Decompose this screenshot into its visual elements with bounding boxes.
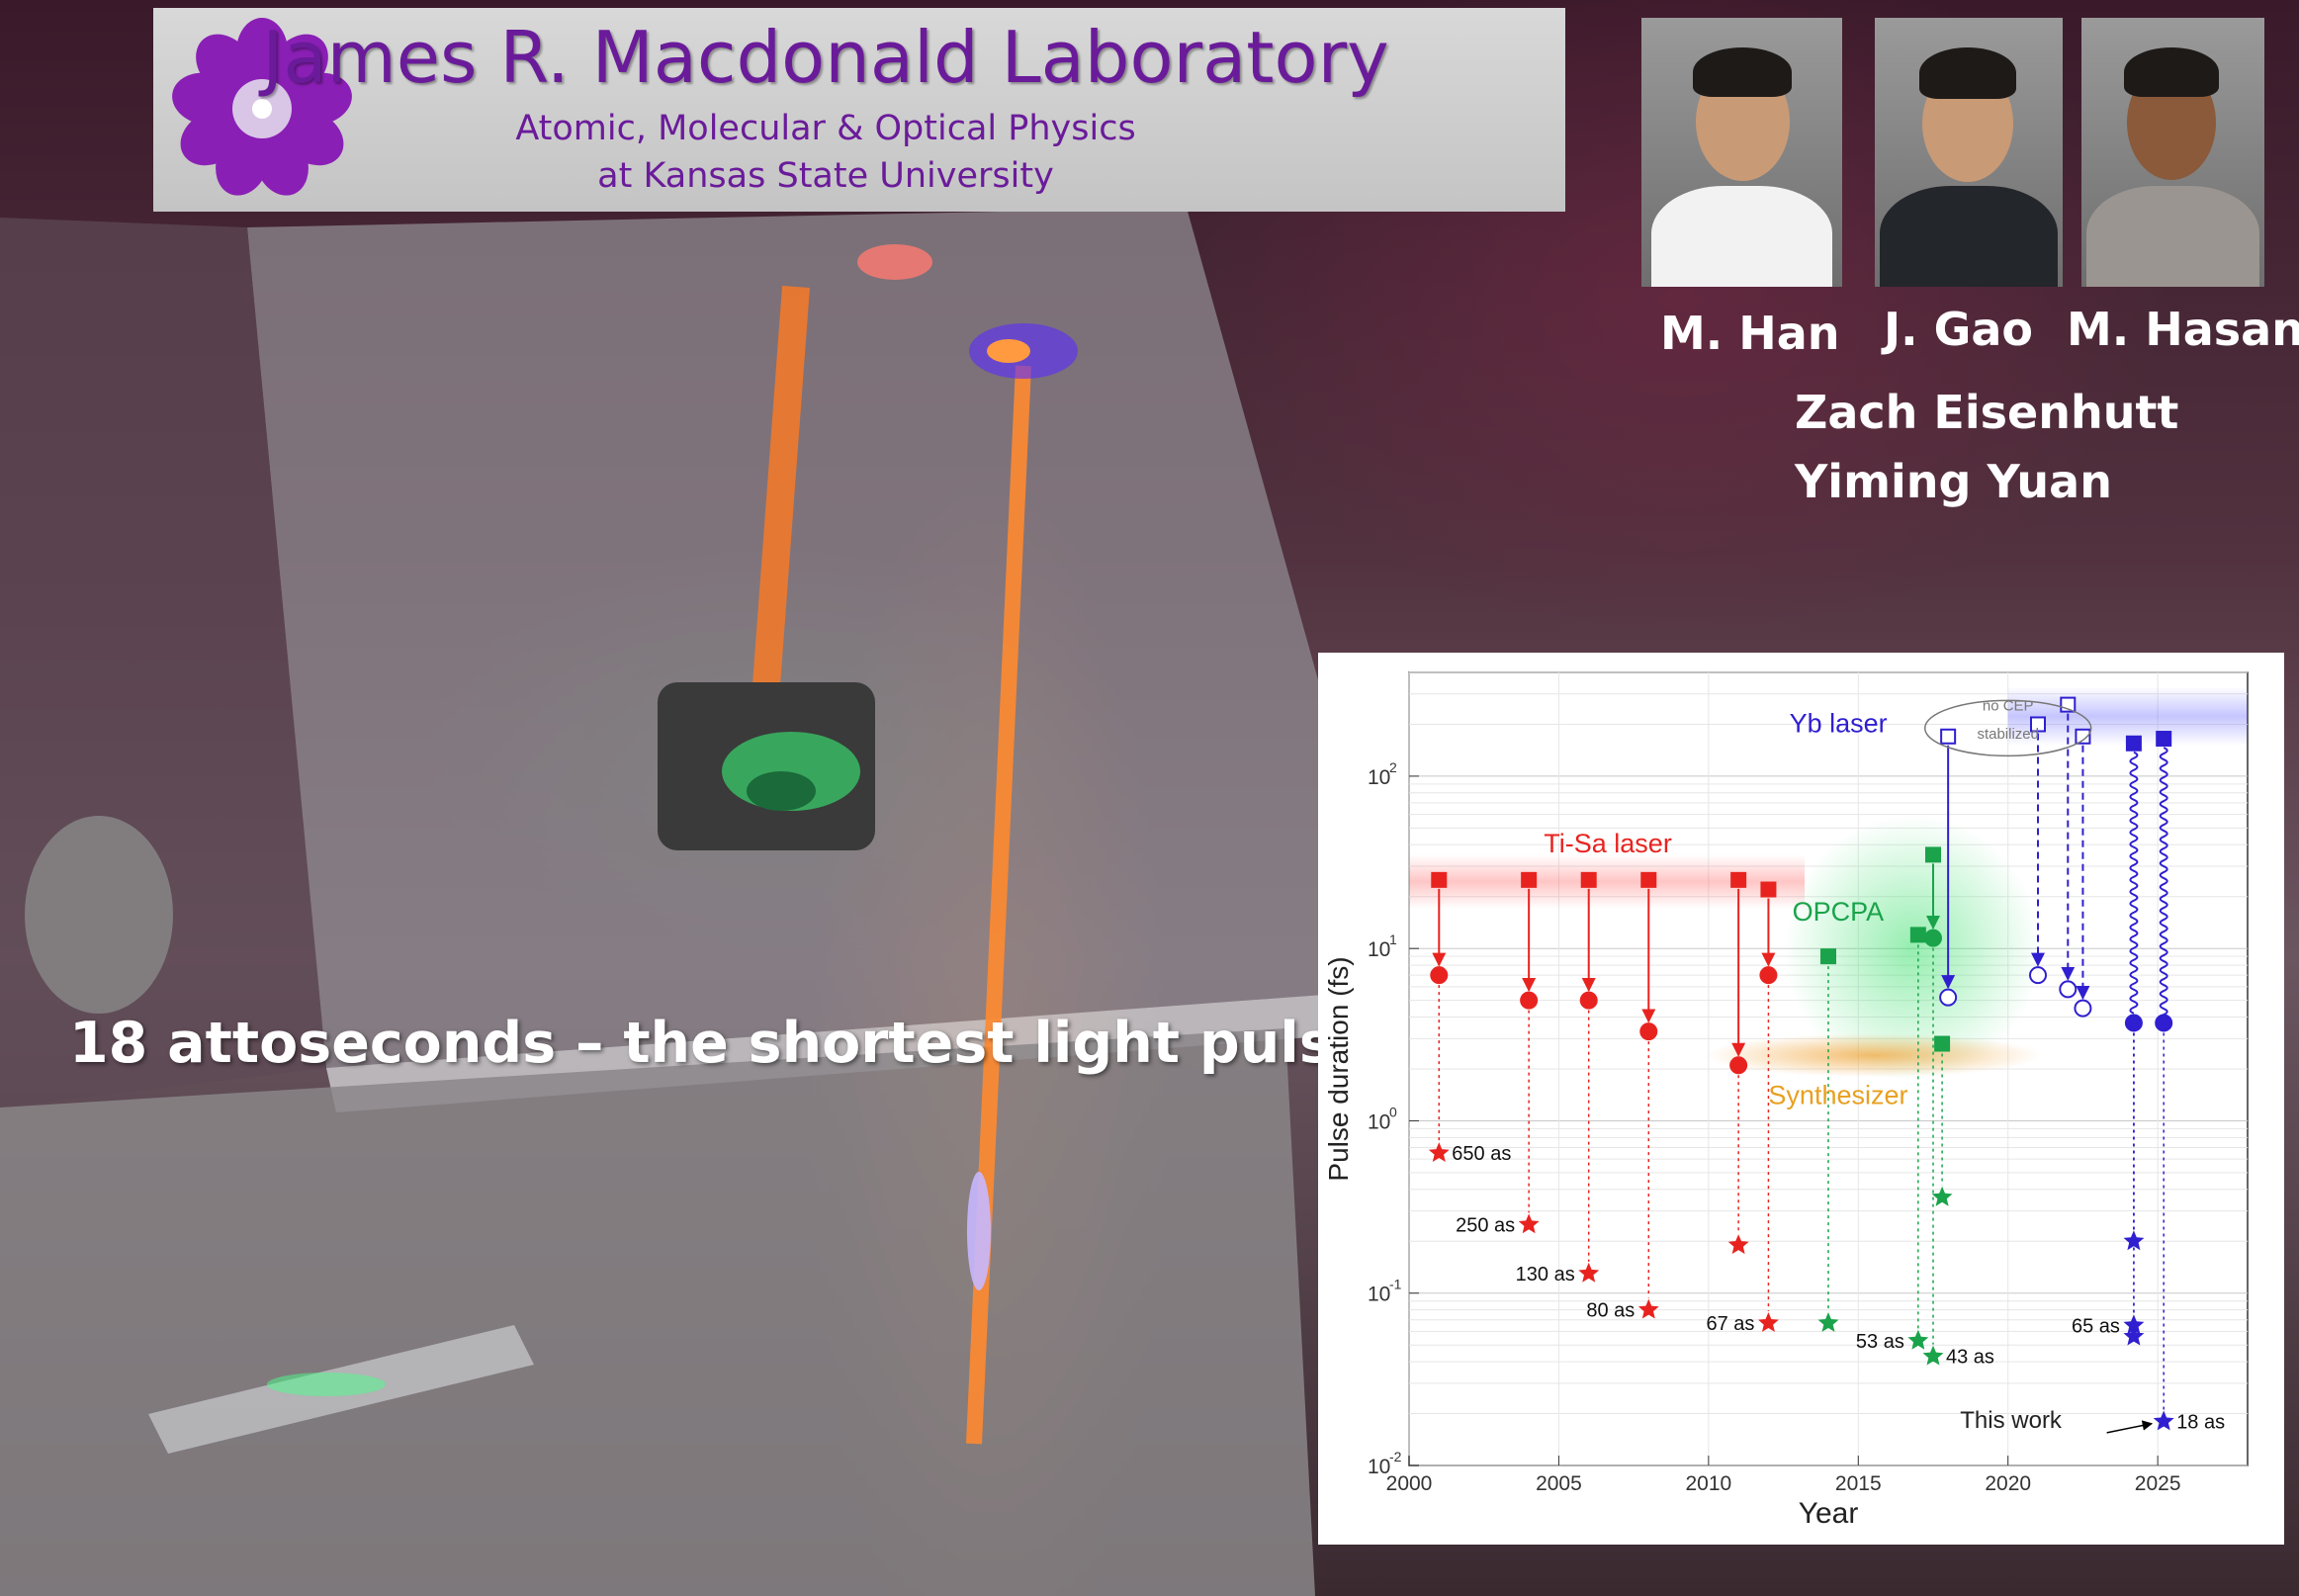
yb-compressed-point — [2059, 980, 2078, 999]
this-work-label: This work — [1960, 1407, 2063, 1434]
x-tick-label: 2005 — [1536, 1472, 1582, 1495]
pulse-duration-chart-panel: 2000 2005 2010 2015 2020 2025 10 -2 10 -1 10 0 10 1 10… — [1318, 653, 2284, 1545]
opcpa-glow — [1783, 815, 2041, 1083]
portrait-photo-2 — [1875, 18, 2063, 287]
ti_sa-compressed-point — [1729, 1056, 1748, 1075]
person-name-5: Yiming Yuan — [1795, 455, 2112, 508]
opcpa-attosecond-point — [1931, 1186, 1953, 1206]
ti_sa-compressed-point — [1430, 966, 1449, 985]
synthesizer-label: Synthesizer — [1768, 1081, 1907, 1110]
yb-wavy-arrow — [2159, 747, 2168, 1021]
ti_sa-attosecond-point — [1518, 1213, 1540, 1234]
ti_sa-attosecond-point — [1758, 1312, 1779, 1332]
y-tick-label: 10 — [1368, 766, 1390, 789]
opcpa-attosecond-point — [1907, 1329, 1929, 1350]
y-tick-label: 10 — [1368, 938, 1390, 961]
yb-attosecond-point — [2123, 1314, 2145, 1335]
yb-wavy-arrow — [2129, 751, 2139, 1015]
cep-note-line2: stabilized — [1977, 726, 2039, 743]
cep-note-line1: no CEP — [1983, 698, 2034, 715]
yb-compressed-point — [2029, 966, 2047, 985]
opcpa-driver-point — [1909, 927, 1926, 943]
opcpa-driver-point — [1925, 846, 1941, 863]
yb-compressed-point — [2155, 1014, 2173, 1032]
x-axis-label: Year — [1799, 1497, 1859, 1530]
lab-banner — [153, 8, 1565, 212]
portrait-photo-1 — [1641, 18, 1842, 287]
opcpa-driver-point — [1934, 1035, 1951, 1052]
y-tick-exponent: 0 — [1389, 1104, 1397, 1119]
yb-driver-point — [2075, 728, 2091, 745]
opcpa-label: OPCPA — [1793, 897, 1885, 927]
ti_sa-driver-point — [1640, 871, 1657, 888]
y-tick-label: 10 — [1368, 1284, 1390, 1306]
x-tick-label: 2000 — [1386, 1472, 1433, 1495]
headline: 18 attoseconds – the shortest light puls… — [69, 1011, 1397, 1076]
ti-sa-label: Ti-Sa laser — [1544, 829, 1672, 858]
ti_sa-attosecond-point — [1428, 1142, 1450, 1162]
portrait-photo-3 — [2081, 18, 2264, 287]
yb-attosecond-point — [2123, 1230, 2145, 1251]
x-tick-label: 2010 — [1685, 1472, 1731, 1495]
yb-driver-point — [1940, 728, 1957, 745]
opcpa-compressed-point — [1924, 929, 1942, 947]
attosecond-value-label: 43 as — [1946, 1347, 1994, 1369]
x-tick-label: 2020 — [1985, 1472, 2031, 1495]
y-tick-label: 10 — [1368, 1456, 1390, 1478]
person-name-3: M. Hasan — [2067, 303, 2299, 356]
yb-driver-point — [2125, 735, 2142, 752]
attosecond-value-label: 650 as — [1452, 1143, 1511, 1165]
person-name-4: Zach Eisenhutt — [1795, 386, 2179, 439]
ti_sa-driver-point — [1521, 871, 1538, 888]
yb-driver-point — [2156, 731, 2172, 748]
yb-attosecond-point — [2123, 1325, 2145, 1346]
ti_sa-compressed-point — [1579, 991, 1598, 1010]
y-axis-label: Pulse duration (fs) — [1323, 956, 1354, 1181]
attosecond-value-label: 130 as — [1516, 1264, 1575, 1286]
yb-driver-point — [2030, 716, 2046, 733]
yb-compressed-point — [2074, 999, 2092, 1018]
attosecond-value-label: 65 as — [2072, 1315, 2120, 1337]
attosecond-value-label: 18 as — [2176, 1412, 2225, 1434]
yb-compressed-point — [1939, 988, 1958, 1007]
person-name-1: M. Han — [1660, 307, 1840, 360]
ti_sa-compressed-point — [1520, 991, 1539, 1010]
yb-compressed-point — [2124, 1014, 2143, 1032]
pinwheel-flower-logo — [172, 18, 352, 196]
x-tick-label: 2015 — [1835, 1472, 1882, 1495]
ti_sa-compressed-point — [1759, 966, 1778, 985]
ti_sa-driver-point — [1431, 871, 1448, 888]
cep-note-ellipse — [1923, 699, 2092, 757]
ti_sa-driver-point — [1760, 881, 1777, 898]
yb-attosecond-point — [2153, 1410, 2174, 1431]
y-tick-exponent: -2 — [1389, 1449, 1402, 1464]
yb-laser-label: Yb laser — [1790, 708, 1888, 738]
attosecond-value-label: 67 as — [1706, 1313, 1754, 1335]
attosecond-value-label: 80 as — [1586, 1300, 1635, 1322]
person-name-2: J. Gao — [1884, 303, 2034, 356]
opcpa-attosecond-point — [1922, 1345, 1944, 1366]
lab-subtitle-line1: Atomic, Molecular & Optical Physics — [515, 109, 1136, 148]
ti_sa-driver-point — [1730, 871, 1747, 888]
ti_sa-attosecond-point — [1637, 1298, 1659, 1319]
ti_sa-attosecond-point — [1578, 1262, 1600, 1283]
ti_sa-compressed-point — [1639, 1022, 1658, 1041]
y-tick-exponent: 1 — [1389, 931, 1397, 947]
ti_sa-driver-point — [1580, 871, 1597, 888]
attosecond-value-label: 53 as — [1856, 1331, 1904, 1353]
lab-title: James R. Macdonald Laboratory — [262, 16, 1389, 99]
y-tick-exponent: 2 — [1389, 759, 1397, 775]
opcpa-driver-point — [1820, 948, 1836, 965]
this-work-arrow — [2106, 1420, 2154, 1434]
opcpa-attosecond-point — [1817, 1312, 1839, 1332]
ti_sa-attosecond-point — [1727, 1234, 1749, 1255]
attosecond-value-label: 250 as — [1456, 1214, 1515, 1236]
y-tick-label: 10 — [1368, 1110, 1390, 1133]
pulse-duration-chart: 2000 2005 2010 2015 2020 202510-210-110010110… — [1323, 671, 2249, 1530]
lab-subtitle-line2: at Kansas State University — [597, 156, 1054, 196]
synthesizer-glow — [1705, 1033, 2042, 1078]
x-tick-label: 2025 — [2135, 1472, 2181, 1495]
y-tick-exponent: -1 — [1389, 1277, 1402, 1292]
